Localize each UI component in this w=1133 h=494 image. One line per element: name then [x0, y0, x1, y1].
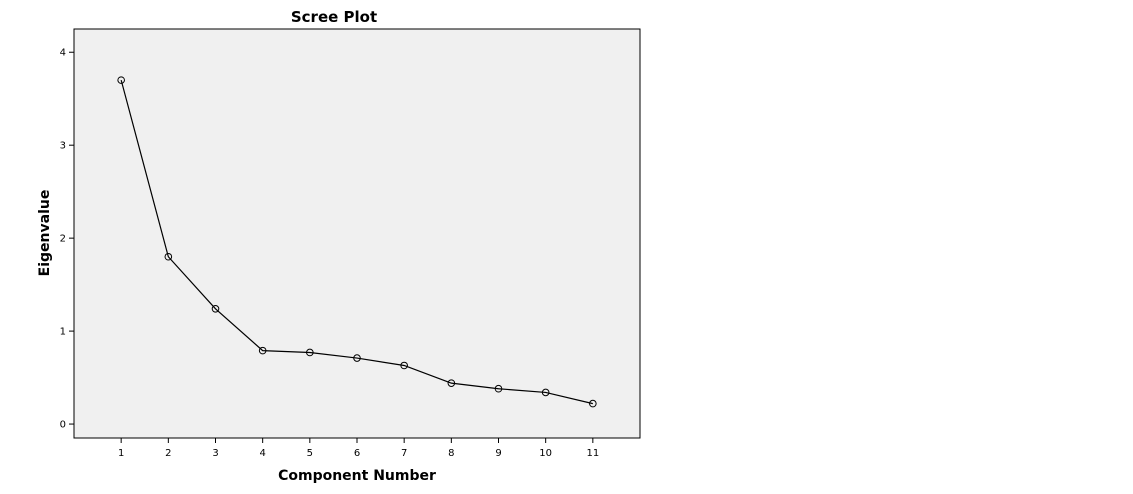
y-tick-label: 2 — [60, 234, 66, 245]
x-tick-label: 10 — [539, 448, 552, 459]
chart-title: Scree Plot — [291, 8, 377, 26]
data-point — [541, 388, 550, 397]
x-axis: 1 2 3 4 5 6 7 8 9 10 11 — [118, 438, 599, 459]
data-point — [400, 361, 408, 370]
series-line — [120, 79, 593, 405]
x-tick-label: 3 — [212, 448, 218, 459]
x-tick-label: 5 — [307, 448, 313, 459]
x-tick-label: 8 — [448, 448, 454, 459]
y-axis-title: Eigenvalue — [37, 190, 53, 277]
x-tick-label: 4 — [259, 448, 265, 459]
x-axis-title: Component Number — [278, 468, 436, 484]
data-point — [258, 346, 267, 355]
plot-area — [73, 28, 641, 439]
x-tick-label: 1 — [118, 448, 124, 459]
y-tick-label: 0 — [60, 420, 66, 431]
data-point — [117, 76, 125, 84]
y-axis: 0 1 2 3 4 — [60, 48, 74, 431]
y-tick-label: 3 — [60, 141, 66, 152]
x-tick-label: 11 — [586, 448, 599, 459]
data-point — [353, 354, 361, 362]
x-tick-label: 6 — [354, 448, 360, 459]
x-tick-label: 9 — [495, 448, 501, 459]
data-point — [494, 384, 503, 393]
x-tick-label: 7 — [401, 448, 407, 459]
data-point — [211, 304, 220, 313]
series-eigenvalues — [117, 76, 597, 408]
y-tick-label: 4 — [60, 48, 66, 59]
data-point — [589, 399, 597, 408]
data-point — [306, 348, 314, 357]
x-tick-label: 2 — [165, 448, 171, 459]
data-point — [164, 252, 173, 261]
data-point — [447, 379, 456, 387]
y-tick-label: 1 — [60, 327, 66, 338]
